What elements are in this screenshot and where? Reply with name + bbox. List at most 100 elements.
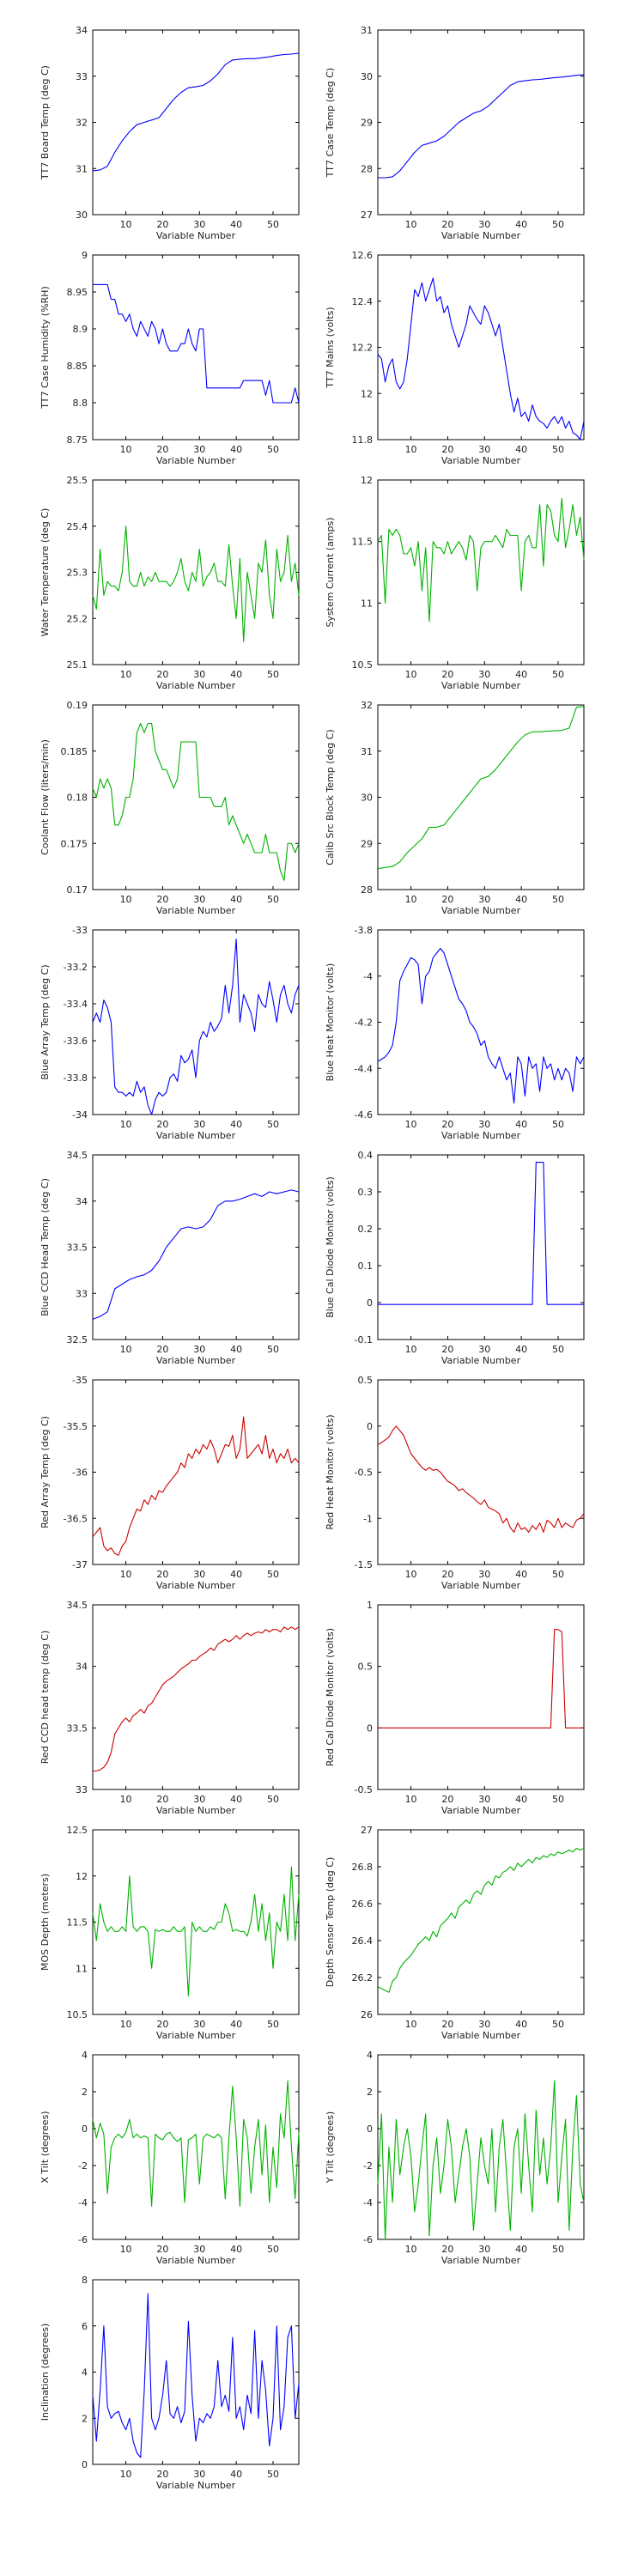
plot-frame: [377, 1379, 585, 1565]
y-tick-label: 0: [82, 2123, 88, 2135]
series-line-1: [92, 722, 300, 881]
plot-frame: [92, 704, 300, 890]
x-tick-label: 20: [441, 444, 453, 455]
x-tick-label: 10: [405, 219, 417, 230]
chart-6: 10 20 30 40 50 10.5 11 11.5 12 Variable Number Sys…: [325, 475, 585, 691]
y-tick-label: 0.1: [358, 1261, 374, 1272]
y-axis-label: Coolant Flow (liters/min): [39, 739, 51, 855]
y-tick-label: 10.5: [67, 2009, 88, 2020]
chart-1: 10 20 30 40 50 30 31 32 33 34 Variable Number TT7 B…: [39, 25, 300, 241]
x-axis-label: Variable Number: [156, 2480, 236, 2491]
plot-frame: [92, 929, 300, 1115]
x-tick-label: 20: [156, 2244, 168, 2255]
y-tick-label: -2: [363, 2160, 373, 2172]
x-tick-label: 20: [441, 1344, 453, 1355]
series-line-1: [92, 1866, 300, 1997]
x-tick-label: 40: [515, 1569, 527, 1580]
y-tick-label: 33.5: [67, 1242, 88, 1254]
plot-frame: [377, 1829, 585, 2015]
x-tick-label: 10: [405, 894, 417, 905]
y-tick-label: -33.2: [64, 962, 88, 973]
x-axis-label: Variable Number: [156, 905, 236, 916]
x-axis-label: Variable Number: [441, 2030, 521, 2041]
y-tick-label: -33: [72, 925, 88, 936]
x-tick-label: 40: [230, 1794, 242, 1805]
x-tick-label: 50: [552, 1794, 564, 1805]
x-tick-label: 20: [441, 219, 453, 230]
y-tick-label: -0.5: [355, 1467, 373, 1479]
x-tick-label: 50: [552, 1569, 564, 1580]
series-line-1: [377, 706, 585, 870]
y-tick-label: -4: [363, 2197, 373, 2208]
series-line-1: [92, 1416, 300, 1556]
chart-3: 10 20 30 40 50 8.75 8.8 8.85 8.9 8.95 9 Variable Nu…: [39, 250, 300, 466]
series-line-1: [377, 1847, 585, 1993]
x-axis-label: Variable Number: [156, 680, 236, 691]
x-tick-label: 10: [120, 1569, 132, 1580]
series-line-1: [93, 283, 300, 404]
x-tick-label: 40: [515, 1344, 527, 1355]
x-tick-label: 40: [230, 1119, 242, 1130]
y-tick-label: 11.8: [352, 434, 374, 446]
x-tick-label: 50: [552, 1119, 564, 1130]
x-tick-label: 30: [193, 1794, 205, 1805]
x-axis-label: Variable Number: [156, 1355, 236, 1366]
x-tick-label: 10: [120, 2019, 132, 2030]
y-tick-label: 8.85: [67, 361, 88, 372]
y-tick-label: -37: [72, 1559, 88, 1571]
series-line-1: [378, 1629, 584, 1728]
x-tick-label: 50: [267, 1119, 279, 1130]
y-tick-label: 0: [367, 1421, 373, 1432]
x-tick-label: 20: [156, 1569, 168, 1580]
y-axis-label: Red Heat Monitor (volts): [325, 1414, 336, 1529]
y-tick-label: 30: [361, 793, 373, 804]
y-tick-label: 12.4: [352, 296, 374, 307]
x-tick-label: 10: [405, 669, 417, 680]
y-tick-label: 0.3: [358, 1187, 374, 1198]
y-axis-label: Red Array Temp (deg C): [39, 1416, 51, 1528]
y-tick-label: -0.5: [355, 1784, 373, 1795]
x-tick-label: 30: [478, 219, 490, 230]
x-tick-label: 50: [267, 444, 279, 455]
y-tick-label: 11: [76, 1963, 88, 1974]
chart-10: 10 20 30 40 50 -4.6 -4.4 -4.2 -4 -3.8 Variable Num…: [325, 925, 585, 1141]
chart-12: 10 20 30 40 50 -0.1 0 0.1 0.2 0.3 0.4 Variable Numb…: [325, 1150, 585, 1366]
x-tick-label: 30: [478, 1794, 490, 1805]
y-axis-label: Red Cal Diode Monitor (volts): [325, 1628, 336, 1766]
y-tick-label: 26: [361, 2009, 373, 2020]
x-tick-label: 30: [193, 1569, 205, 1580]
y-tick-label: 0.5: [358, 1375, 374, 1386]
plot-frame: [92, 1604, 300, 1790]
x-tick-label: 50: [267, 894, 279, 905]
x-tick-label: 20: [441, 894, 453, 905]
y-axis-label: Red CCD head temp (deg C): [39, 1631, 51, 1764]
plot-frame: [377, 2054, 585, 2240]
series-line-1: [92, 2080, 300, 2207]
y-tick-label: -1.5: [355, 1559, 373, 1571]
x-axis-label: Variable Number: [441, 1355, 521, 1366]
y-tick-label: 4: [367, 2050, 373, 2061]
y-tick-label: -33.6: [64, 1036, 88, 1047]
y-axis-label: Blue Heat Monitor (volts): [325, 963, 336, 1082]
x-tick-label: 30: [478, 444, 490, 455]
x-tick-label: 20: [156, 2469, 168, 2480]
x-axis-label: Variable Number: [156, 2030, 236, 2041]
x-tick-label: 10: [120, 2469, 132, 2480]
plot-frame: [377, 1604, 585, 1790]
y-tick-label: 12.2: [352, 343, 374, 354]
y-tick-label: 25.4: [67, 521, 88, 532]
x-tick-label: 20: [156, 444, 168, 455]
y-tick-label: 8.95: [67, 287, 88, 298]
y-axis-label: System Current (amps): [325, 517, 336, 627]
x-tick-label: 10: [405, 444, 417, 455]
chart-21: 10 20 30 40 50 0 2 4 6 8 Variable Number Inclinatio…: [39, 2275, 300, 2491]
x-tick-label: 10: [120, 444, 132, 455]
chart-5: 10 20 30 40 50 25.1 25.2 25.3 25.4 25.5 Variable N…: [39, 475, 300, 691]
y-axis-label: Y Tilt (degrees): [325, 2111, 336, 2184]
x-tick-label: 40: [230, 2019, 242, 2030]
y-tick-label: 8.8: [73, 398, 88, 409]
y-tick-label: 33: [76, 1288, 88, 1299]
x-axis-label: Variable Number: [156, 230, 236, 241]
series-line-1: [377, 947, 585, 1104]
y-tick-label: 33.5: [67, 1722, 88, 1734]
